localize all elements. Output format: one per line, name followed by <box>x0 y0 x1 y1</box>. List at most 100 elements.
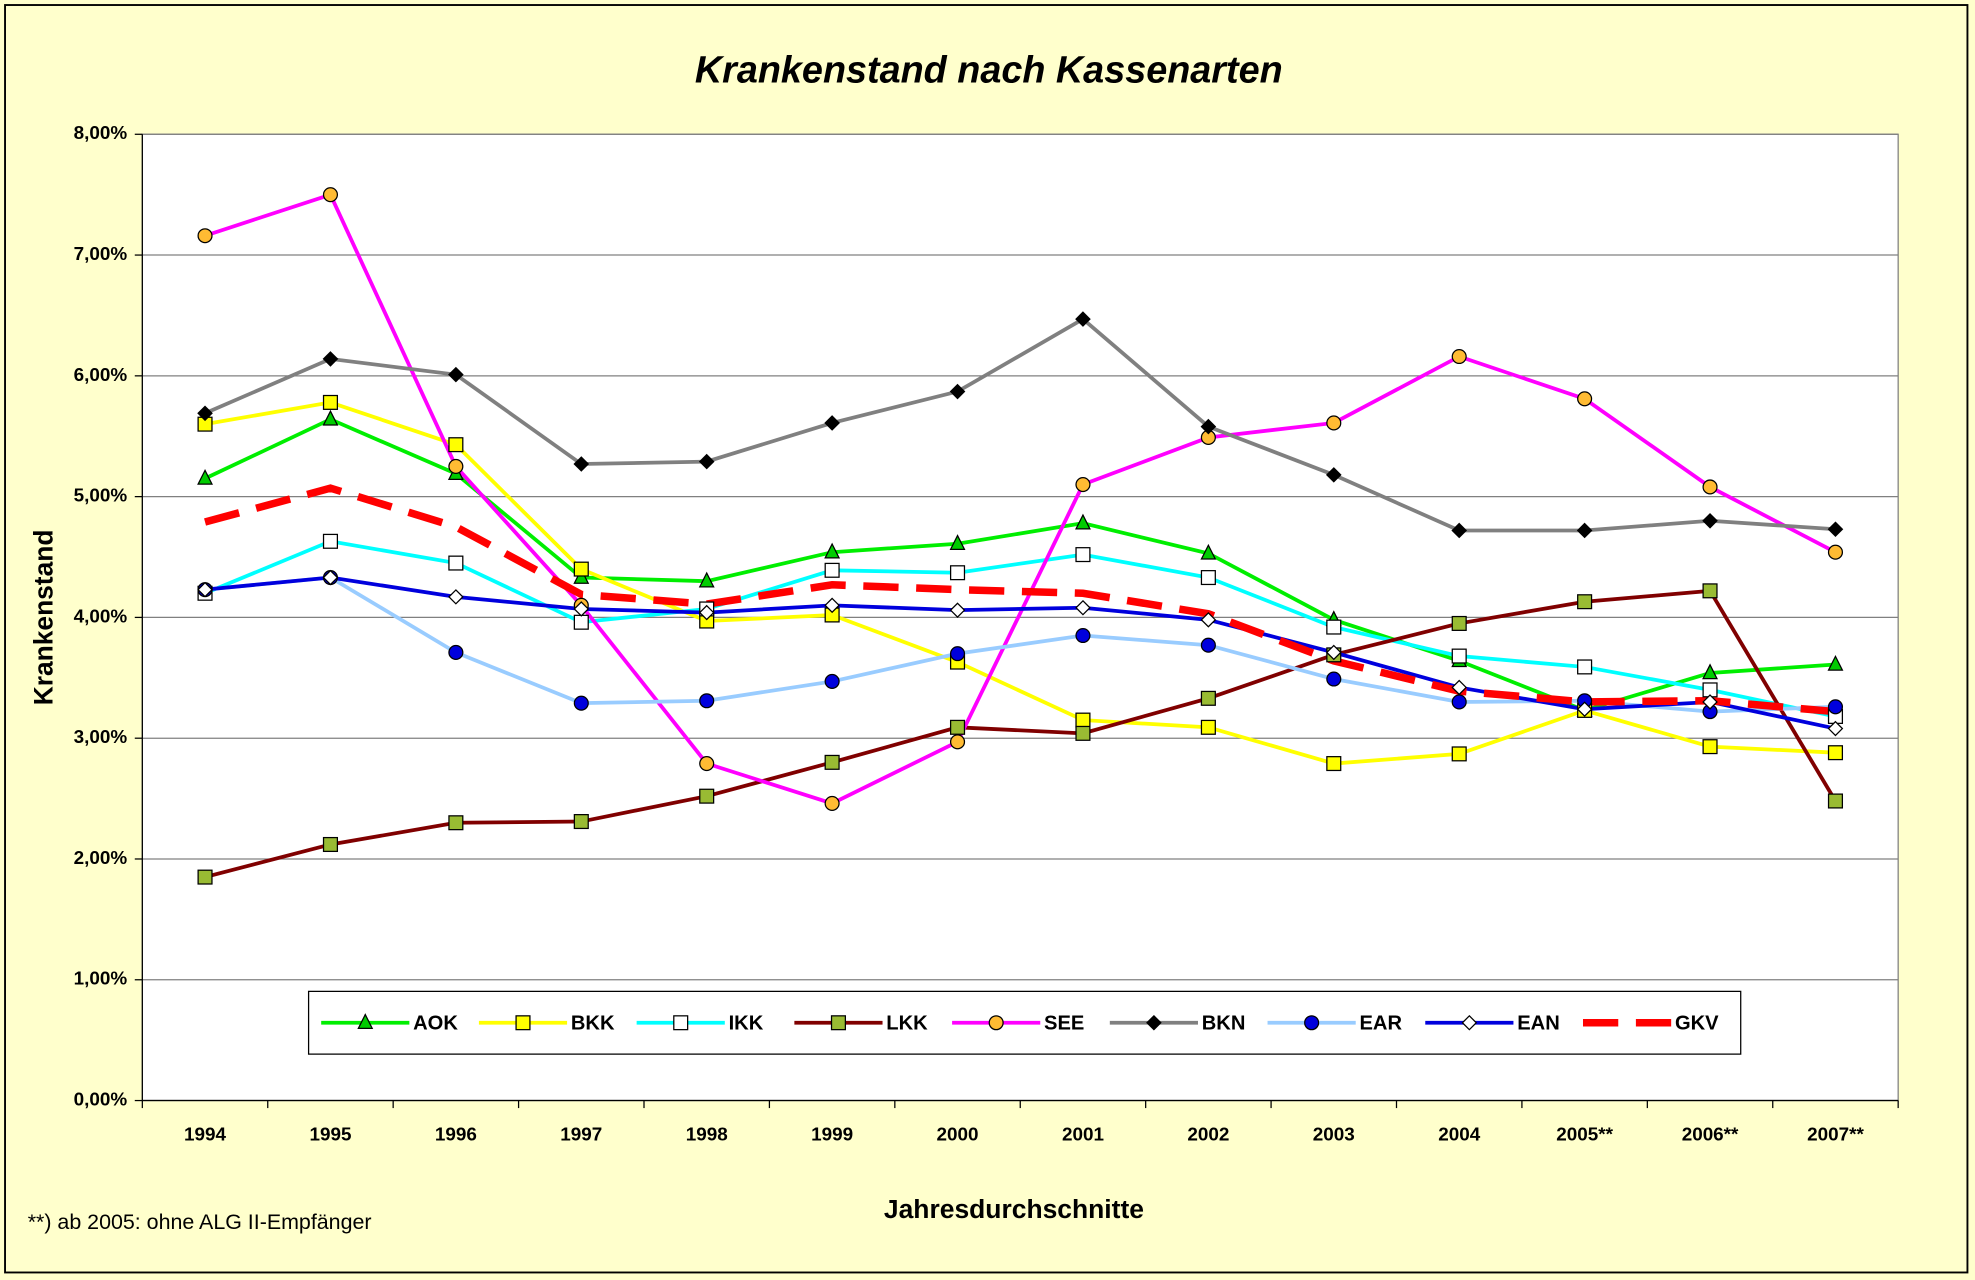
legend-marker <box>988 1015 1004 1031</box>
data-point <box>1827 793 1844 809</box>
legend-label: SEE <box>1044 1012 1084 1034</box>
x-tick-label: 1995 <box>309 1124 351 1145</box>
data-point <box>573 695 589 711</box>
legend-label: GKV <box>1675 1012 1719 1034</box>
data-point <box>1451 615 1467 631</box>
legend-marker <box>357 1013 374 1030</box>
x-tick-label: 2002 <box>1187 1124 1229 1145</box>
data-point <box>1827 521 1844 538</box>
legend-label: BKK <box>571 1012 615 1034</box>
data-point <box>1075 477 1091 493</box>
data-point <box>448 815 464 831</box>
data-point <box>824 562 840 578</box>
legend-marker <box>1146 1014 1162 1031</box>
data-point <box>1702 694 1718 710</box>
data-point <box>949 534 966 551</box>
data-point <box>698 604 715 621</box>
data-point <box>698 453 715 470</box>
data-point <box>322 533 339 549</box>
data-point <box>573 456 590 472</box>
y-tick-label: 1,00% <box>74 968 128 989</box>
data-point <box>824 673 840 689</box>
data-point <box>322 394 339 410</box>
data-point <box>1200 690 1216 706</box>
data-point <box>197 468 213 485</box>
data-point <box>1075 725 1091 741</box>
data-point <box>824 415 840 431</box>
data-point <box>1200 543 1217 560</box>
x-tick-label: 1994 <box>184 1124 227 1145</box>
series-line <box>204 316 1836 533</box>
data-point <box>1326 619 1342 635</box>
data-point <box>1577 659 1593 675</box>
x-tick-label: 1996 <box>435 1124 477 1145</box>
y-tick-label: 2,00% <box>74 847 128 868</box>
x-axis-title: Jahresdurchschnitte <box>884 1194 1144 1224</box>
data-point <box>1827 720 1844 737</box>
data-point <box>698 571 715 588</box>
series-line <box>204 484 1836 716</box>
legend-label: IKK <box>729 1012 764 1034</box>
data-point <box>1702 479 1718 495</box>
data-point <box>1576 701 1593 717</box>
series-line <box>204 588 1838 879</box>
data-point <box>949 565 966 581</box>
x-tick-label: 2006** <box>1682 1124 1739 1145</box>
legend-marker <box>673 1015 689 1031</box>
y-tick-label: 5,00% <box>74 485 128 506</box>
x-tick-label: 2004 <box>1438 1124 1481 1145</box>
data-point <box>1075 599 1091 616</box>
data-point <box>1702 739 1718 755</box>
data-point <box>1451 648 1467 664</box>
y-axis-title: Krankenstand <box>28 530 58 706</box>
data-point <box>1075 547 1091 563</box>
data-point <box>1075 628 1091 644</box>
data-point <box>197 405 213 422</box>
data-point <box>1200 637 1216 653</box>
data-point <box>824 597 840 614</box>
data-point <box>197 581 213 598</box>
legend-label: AOK <box>413 1012 458 1034</box>
data-point <box>573 614 589 630</box>
y-tick-label: 4,00% <box>74 605 128 626</box>
footnote: **) ab 2005: ohne ALG II-Empfänger <box>28 1210 372 1234</box>
data-point <box>1827 654 1844 671</box>
data-point <box>949 719 966 735</box>
x-tick-label: 2001 <box>1062 1124 1104 1145</box>
data-point <box>949 602 966 618</box>
data-point <box>1827 745 1844 761</box>
legend-marker <box>830 1015 847 1031</box>
data-point <box>573 601 590 617</box>
data-point <box>197 869 213 885</box>
data-point <box>1325 467 1342 483</box>
data-point <box>949 383 966 400</box>
x-tick-label: 1999 <box>811 1124 853 1145</box>
data-point <box>1451 679 1468 696</box>
y-tick-label: 7,00% <box>74 243 128 264</box>
legend-label: EAN <box>1517 1012 1560 1034</box>
data-point <box>1702 512 1718 529</box>
data-point <box>322 187 339 203</box>
data-point <box>448 458 464 474</box>
legend-marker <box>1304 1015 1320 1031</box>
data-point <box>1576 522 1593 539</box>
data-point <box>699 756 715 772</box>
legend-label: EAR <box>1359 1012 1402 1034</box>
data-point <box>824 795 840 811</box>
data-point <box>1326 756 1342 772</box>
x-tick-label: 1998 <box>686 1124 728 1145</box>
data-point <box>1200 418 1217 435</box>
data-point <box>322 836 339 853</box>
data-point <box>1577 391 1593 407</box>
data-point <box>1577 594 1593 610</box>
legend-marker <box>515 1015 531 1031</box>
x-tick-label: 2000 <box>937 1124 979 1145</box>
y-tick-label: 8,00% <box>74 122 128 143</box>
data-point <box>1200 719 1216 735</box>
data-point <box>1451 694 1467 710</box>
data-point <box>322 569 339 586</box>
data-point <box>322 409 339 426</box>
x-tick-label: 2005** <box>1556 1124 1613 1145</box>
data-point <box>699 788 715 804</box>
